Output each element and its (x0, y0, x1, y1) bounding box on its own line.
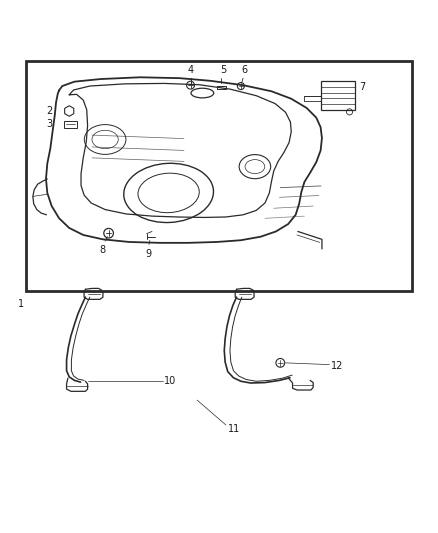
Text: 9: 9 (145, 249, 151, 259)
Text: 2: 2 (46, 106, 52, 116)
Text: 6: 6 (241, 64, 247, 75)
Text: 4: 4 (187, 64, 194, 75)
Text: 10: 10 (164, 376, 177, 386)
Bar (26, 61, 412, 290)
Text: 3: 3 (46, 119, 52, 129)
Text: 5: 5 (220, 64, 226, 75)
Text: 1: 1 (18, 298, 25, 309)
Text: 8: 8 (99, 246, 105, 255)
Text: 7: 7 (359, 82, 365, 92)
Text: 12: 12 (331, 361, 343, 372)
Text: 11: 11 (228, 424, 240, 434)
Bar (321, 81, 355, 110)
